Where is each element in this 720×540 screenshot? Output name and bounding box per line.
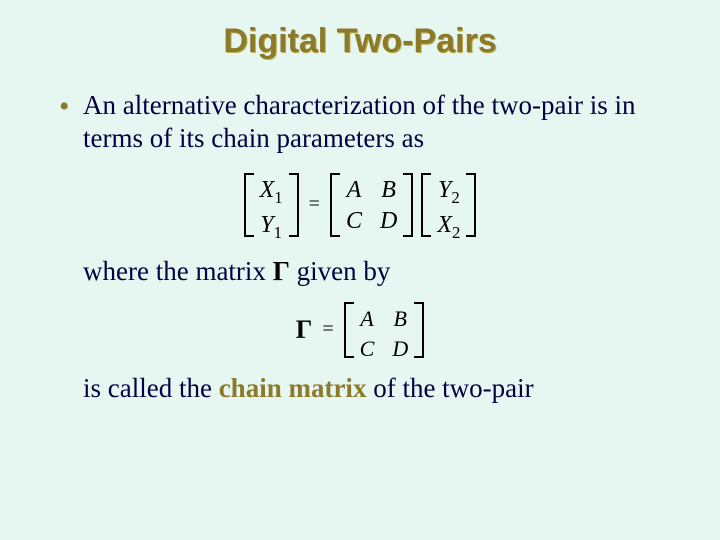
gamma-symbol: Γ	[273, 256, 290, 286]
line2-post: given by	[290, 256, 391, 286]
line-3: is called the chain matrix of the two-pa…	[55, 372, 665, 405]
bracket-right-icon	[414, 302, 424, 358]
bracket-right-icon	[289, 173, 299, 237]
eq1-d: D	[380, 208, 397, 235]
bracket-left-icon	[344, 302, 354, 358]
bracket-right-icon	[403, 173, 413, 237]
line-2: where the matrix Γ given by	[55, 255, 665, 288]
eq2-gamma: Γ	[296, 315, 313, 345]
eq2-c: C	[360, 336, 375, 362]
eq1-left-vector: X1 Y1	[244, 173, 299, 237]
bullet-text-1: An alternative characterization of the t…	[83, 90, 636, 153]
bracket-right-icon	[466, 173, 476, 237]
eq1-y2: Y2	[438, 177, 460, 208]
eq2-d: D	[392, 336, 408, 362]
eq1-abcd-matrix: A B C D	[330, 173, 413, 237]
eq1-b: B	[381, 177, 396, 204]
eq1-x2: X2	[437, 212, 460, 243]
line2-pre: where the matrix	[83, 256, 273, 286]
equation-2: Γ = A B C D	[55, 302, 665, 358]
eq1-x1: X1	[260, 177, 283, 208]
chain-matrix-term: chain matrix	[219, 373, 367, 403]
eq2-b: B	[394, 306, 407, 332]
equation-1: X1 Y1 = A B C D Y2 X2	[55, 173, 665, 237]
eq1-right-vector: Y2 X2	[421, 173, 476, 237]
bracket-left-icon	[421, 173, 431, 237]
eq1-equals: =	[307, 193, 322, 216]
eq1-y1: Y1	[260, 212, 282, 243]
eq1-c: C	[346, 208, 362, 235]
bracket-left-icon	[244, 173, 254, 237]
slide: Digital Two-Pairs An alternative charact…	[0, 0, 720, 540]
line3-pre: is called the	[83, 373, 219, 403]
bracket-left-icon	[330, 173, 340, 237]
slide-title: Digital Two-Pairs	[55, 22, 665, 61]
eq1-a: A	[347, 177, 362, 204]
eq2-equals: =	[320, 318, 335, 341]
eq2-a: A	[360, 306, 373, 332]
bullet-list: An alternative characterization of the t…	[55, 89, 665, 155]
bullet-item-1: An alternative characterization of the t…	[55, 89, 665, 155]
eq2-abcd-matrix: A B C D	[344, 302, 425, 358]
line3-post: of the two-pair	[366, 373, 533, 403]
